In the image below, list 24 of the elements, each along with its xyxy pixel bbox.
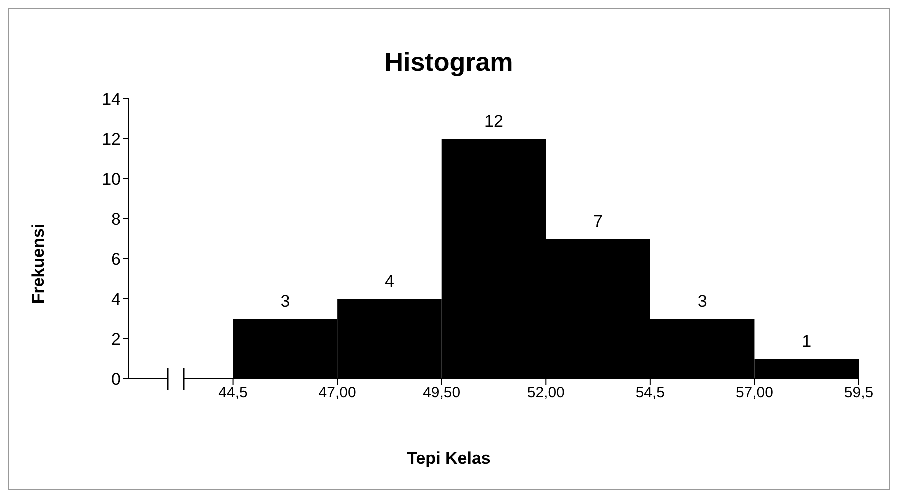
x-tick-label: 57,00 — [736, 384, 774, 402]
data-label: 3 — [280, 292, 290, 311]
y-tick-label: 10 — [102, 170, 121, 190]
y-tick-label: 8 — [112, 210, 121, 230]
y-tick-label: 14 — [102, 90, 121, 110]
y-axis-title: Frekuensi — [29, 224, 49, 304]
x-tick-label: 54,5 — [636, 384, 666, 402]
data-label: 7 — [594, 212, 604, 231]
data-label: 4 — [384, 272, 394, 291]
y-tick-label: 2 — [112, 330, 121, 350]
y-tick-label: 4 — [112, 290, 121, 310]
y-tick-label: 0 — [112, 370, 121, 390]
x-tick-label: 47,00 — [318, 384, 356, 402]
data-label: 12 — [484, 112, 504, 131]
y-tick-label: 12 — [102, 130, 121, 150]
data-label: 3 — [698, 292, 708, 311]
x-tick-label: 59,5 — [844, 384, 874, 402]
x-tick-label: 44,5 — [218, 384, 248, 402]
x-tick-label: 49,50 — [423, 384, 461, 402]
x-axis-title: Tepi Kelas — [406, 449, 492, 469]
chart-title: Histogram — [384, 47, 514, 78]
y-tick-label: 6 — [112, 250, 121, 270]
x-tick-label: 52,00 — [527, 384, 565, 402]
data-label: 1 — [802, 332, 812, 351]
